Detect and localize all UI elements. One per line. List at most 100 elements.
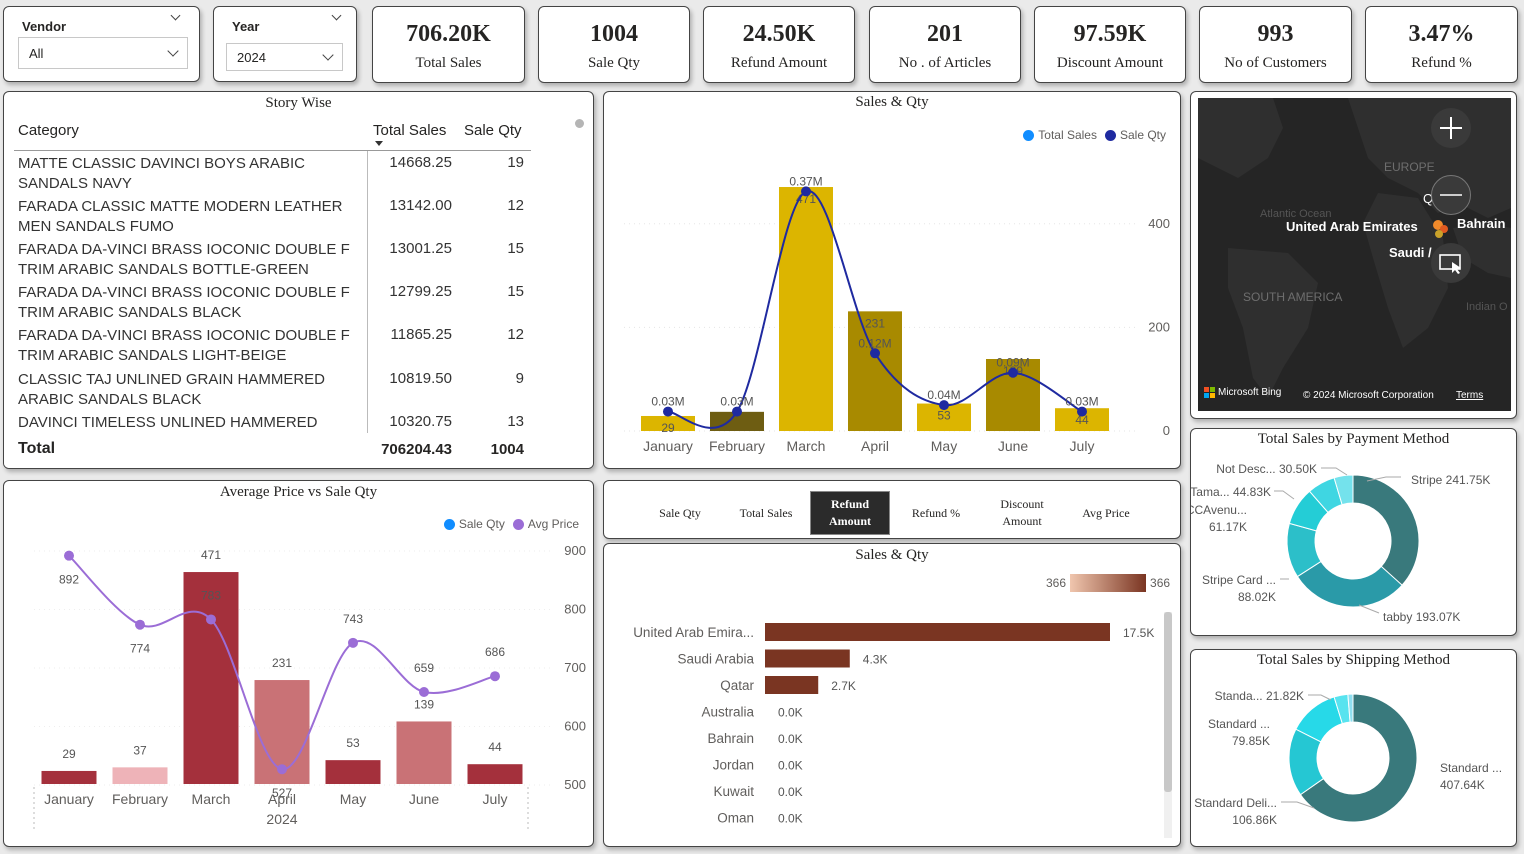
map-label-indian: Indian O: [1466, 301, 1508, 313]
leader-line: [1321, 467, 1348, 476]
header-divider: [14, 150, 531, 151]
tab-sale-qty[interactable]: Sale Qty: [640, 491, 720, 535]
bar: [710, 411, 764, 431]
kpi-card-customers: 993 No of Customers: [1199, 6, 1352, 83]
kpi-label: Sale Qty: [587, 55, 641, 71]
leader-line: [1274, 490, 1295, 500]
kpi-card-articles: 201 No . of Articles: [869, 6, 1021, 83]
legend-label[interactable]: Sale Qty: [458, 517, 505, 531]
y-tick-label: United Arab Emira...: [633, 625, 754, 640]
bar: [183, 572, 239, 784]
total-qty-value: 1004: [490, 441, 524, 458]
tab-label: Discount Amount: [1000, 497, 1044, 528]
line-data-label: 659: [414, 661, 434, 675]
vendor-dropdown[interactable]: All: [18, 37, 188, 69]
row-total-sales: 10320.75: [389, 413, 452, 430]
vendor-slicer: Vendor All: [3, 6, 200, 82]
line-point: [348, 637, 358, 648]
tab-discount-amount[interactable]: Discount Amount: [982, 491, 1062, 535]
row-category: CLASSIC TAJ UNLINED GRAIN HAMMERED: [18, 371, 325, 388]
tab-refund-percent[interactable]: Refund %: [896, 491, 976, 535]
row-category: MATTE CLASSIC DAVINCI BOYS ARABIC: [18, 155, 306, 172]
vendor-dropdown-value: All: [29, 45, 44, 61]
slice-data-label: 61.17K: [1209, 520, 1247, 534]
bar-data-label: 139: [414, 697, 434, 711]
total-sales-value: 706204.43: [381, 441, 452, 458]
kpi-value: 1004: [590, 21, 638, 47]
y-tick-label: Qatar: [720, 678, 754, 693]
row-category: FARADA DA-VINCI BRASS IOCONIC DOUBLE F: [18, 284, 350, 301]
line-data-label: 0.03M: [1065, 395, 1098, 409]
line-point: [663, 406, 673, 417]
map-label-south-america: SOUTH AMERICA: [1243, 290, 1343, 304]
table-title: Story Wise: [265, 95, 332, 111]
zoom-in-button[interactable]: [1431, 108, 1471, 148]
line-data-label: 0.03M: [720, 395, 753, 409]
column-header-sale-qty[interactable]: Sale Qty: [464, 122, 522, 139]
y-tick-label: 200: [1148, 319, 1170, 334]
map-canvas[interactable]: EUROPE Atlantic Ocean SOUTH AMERICA Indi…: [1198, 98, 1511, 411]
chart-title: Total Sales by Shipping Method: [1256, 652, 1451, 668]
column-header-total-sales[interactable]: Total Sales: [373, 122, 447, 139]
bar: [765, 676, 819, 694]
map-land-svg: [1198, 98, 1511, 398]
tab-total-sales[interactable]: Total Sales: [726, 491, 806, 535]
legend-label[interactable]: Sale Qty: [1119, 128, 1166, 142]
line-point: [870, 348, 880, 359]
scrollbar-thumb[interactable]: [575, 119, 584, 128]
tab-avg-price[interactable]: Avg Price: [1066, 491, 1146, 535]
legend-label[interactable]: Total Sales: [1038, 128, 1097, 142]
y-tick-label: Bahrain: [707, 731, 754, 746]
scrollbar-thumb[interactable]: [1164, 612, 1172, 792]
leader-line: [1308, 694, 1332, 701]
chart-legend: Total Sales Sale Qty: [1023, 128, 1166, 142]
y-tick-label: 600: [564, 719, 586, 734]
year-dropdown[interactable]: 2024: [226, 43, 343, 71]
x-tick-label: July: [1070, 438, 1095, 454]
chevron-down-icon: [322, 48, 334, 61]
chevron-down-icon: [167, 44, 179, 57]
line-data-label: 527: [272, 786, 292, 800]
chart-title: Average Price vs Sale Qty: [219, 484, 378, 500]
donut-slice: [1333, 474, 1354, 506]
kpi-label: Total Sales: [415, 55, 482, 71]
row-category-cont: TRIM ARABIC SANDALS BOTTLE-GREEN: [18, 261, 309, 278]
row-sale-qty: 12: [507, 326, 524, 343]
row-sale-qty: 12: [507, 197, 524, 214]
row-sale-qty: 13: [507, 413, 524, 430]
selection-tool-button[interactable]: [1431, 243, 1471, 283]
scrollbar-track[interactable]: [1164, 612, 1172, 838]
leader-line: [1281, 801, 1315, 809]
legend-marker: [512, 518, 524, 530]
bar-data-label: 29: [62, 747, 76, 761]
shipping-method-chart: Total Sales by Shipping Method Standard …: [1190, 649, 1517, 847]
slice-data-label: Stripe 241.75K: [1411, 473, 1490, 487]
tab-refund-amount[interactable]: Refund Amount: [810, 491, 890, 535]
column-header-category[interactable]: Category: [18, 122, 79, 139]
slice-data-label: Standa... 21.82K: [1215, 689, 1304, 703]
map-terms-link[interactable]: Terms: [1456, 390, 1484, 401]
map-bubble[interactable]: [1435, 230, 1443, 238]
year-collapse-icon[interactable]: [331, 10, 342, 21]
payment-method-chart: Total Sales by Payment Method Stripe 241…: [1190, 428, 1517, 636]
line-data-label: 783: [201, 588, 221, 602]
vendor-collapse-icon[interactable]: [170, 10, 181, 21]
avg-price-chart: Average Price vs Sale Qty Sale Qty Avg P…: [3, 480, 594, 847]
bar-data-label: 4.3K: [863, 653, 888, 667]
line-data-label: 892: [59, 573, 79, 587]
x-tick-label: February: [709, 438, 765, 454]
bar-data-label: 0.0K: [778, 706, 803, 720]
line-point: [419, 686, 429, 697]
year-slicer: Year 2024: [213, 6, 357, 82]
kpi-label: No . of Articles: [898, 55, 992, 71]
map-bubble[interactable]: [1440, 225, 1448, 233]
chart-title: Total Sales by Payment Method: [1257, 431, 1450, 447]
line-point: [277, 764, 287, 775]
donut-slice: [1352, 474, 1420, 586]
row-category-cont: TRIM ARABIC SANDALS LIGHT-BEIGE: [18, 347, 287, 364]
legend-label[interactable]: Avg Price: [527, 517, 579, 531]
slice-data-label: tabby 193.07K: [1383, 610, 1460, 624]
row-category: FARADA CLASSIC MATTE MODERN LEATHER: [18, 198, 343, 215]
zoom-out-button[interactable]: [1431, 175, 1471, 215]
line-point: [64, 550, 74, 561]
